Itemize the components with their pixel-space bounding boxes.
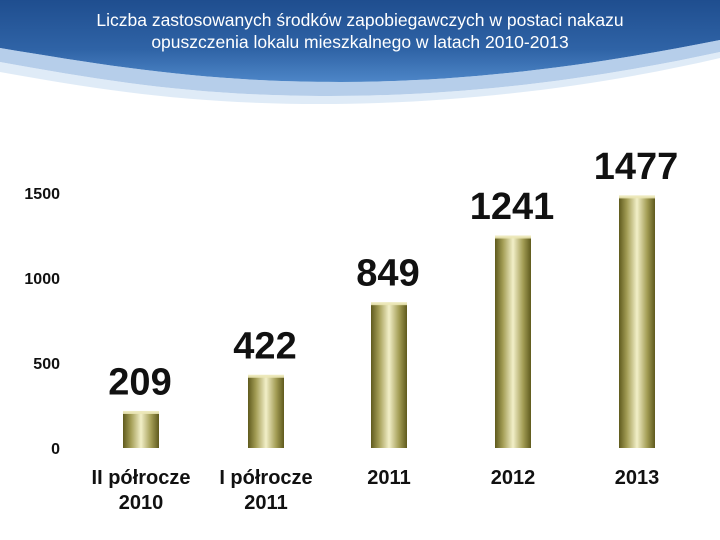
y-axis: 0 500 1000 1500 [24,186,60,458]
data-label: 1241 [470,186,555,228]
title-line-1: Liczba zastosowanych środków zapobiegawc… [96,10,624,30]
x-tick-label: 2012 [491,467,536,489]
bar-top-cap [371,302,407,306]
x-tick-label: 2011 [367,467,410,489]
bar [495,237,531,448]
x-axis: II półrocze 2010 I półrocze 2011 2011 2012 201… [92,467,660,514]
y-tick-label: 500 [33,356,60,373]
x-tick-label: II półrocze [92,467,191,489]
x-tick-label: 2013 [615,467,660,489]
data-label: 422 [233,325,296,367]
bar-top-cap [495,235,531,239]
y-tick-label: 1500 [24,186,60,203]
y-tick-label: 1000 [24,271,60,288]
bar [371,303,407,448]
data-label: 1477 [594,146,679,188]
x-tick-label: 2010 [119,492,164,514]
data-labels: 209 422 849 1241 1477 [108,146,678,404]
y-tick-label: 0 [51,441,60,458]
x-tick-label: I półrocze [219,467,312,489]
bar-top-cap [619,195,655,199]
bar [123,412,159,448]
bars [123,195,655,448]
bar [248,376,284,448]
bar [619,196,655,448]
x-tick-label: 2011 [244,492,287,514]
title-line-2: opuszczenia lokalu mieszkalnego w latach… [151,32,569,52]
data-label: 849 [356,253,419,295]
header-band [0,0,720,104]
bar-top-cap [248,374,284,378]
bar-top-cap [123,410,159,414]
data-label: 209 [108,361,171,403]
chart-title: Liczba zastosowanych środków zapobiegawc… [20,9,700,53]
